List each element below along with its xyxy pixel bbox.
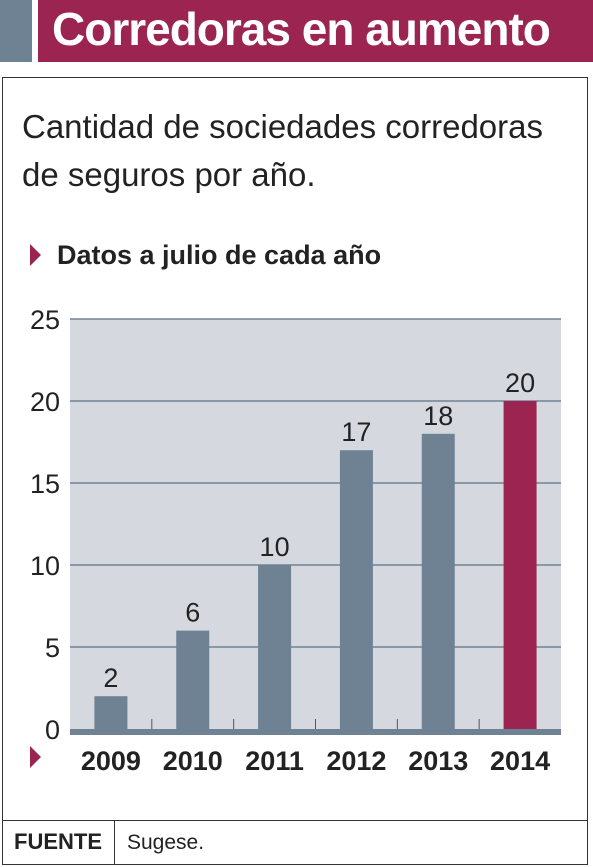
data-label: 6	[185, 598, 200, 628]
bar	[421, 433, 455, 729]
data-label: 20	[505, 368, 535, 398]
y-tick-label: 5	[45, 633, 60, 663]
x-tick-label: 2012	[326, 746, 386, 776]
chart-title: Corredoras en aumento	[52, 3, 551, 55]
x-tick-label: 2010	[163, 746, 223, 776]
bar	[503, 401, 537, 729]
y-tick-label: 15	[30, 469, 60, 499]
footer-divider	[114, 820, 115, 864]
y-tick-label: 10	[30, 551, 60, 581]
footer-separator	[2, 820, 587, 821]
data-label: 10	[260, 532, 290, 562]
x-axis-arrow-icon	[30, 746, 41, 768]
chart-subtitle: Cantidad de sociedades corredoras de seg…	[22, 108, 543, 193]
note-arrow-icon	[30, 244, 41, 266]
bar-chart: 0 5 10 15 20 25 2 6 10 17 18 20 2009 2010 2011 2012 2013…	[30, 305, 561, 776]
source-value: Sugese.	[127, 831, 205, 854]
data-label: 17	[341, 417, 371, 447]
y-tick-label: 20	[30, 387, 60, 417]
header-bar: Corredoras en aumento	[38, 0, 593, 62]
data-label: 2	[103, 663, 118, 693]
y-tick-label: 25	[30, 305, 60, 335]
bar	[94, 696, 128, 729]
x-tick-label: 2009	[81, 746, 141, 776]
data-label: 18	[423, 401, 453, 431]
bar	[258, 565, 292, 729]
x-tick-label: 2011	[245, 746, 304, 776]
plot-background	[70, 319, 561, 729]
x-tick-label: 2013	[408, 746, 468, 776]
bar	[339, 450, 373, 729]
bar	[176, 630, 210, 729]
header-accent-block	[0, 0, 32, 62]
x-tick-label: 2014	[490, 746, 550, 776]
chart-frame	[2, 77, 588, 865]
y-tick-label: 0	[45, 715, 60, 745]
source-label: FUENTE	[14, 829, 102, 854]
x-axis-baseline	[70, 729, 561, 735]
chart-note: Datos a julio de cada año	[57, 240, 382, 270]
